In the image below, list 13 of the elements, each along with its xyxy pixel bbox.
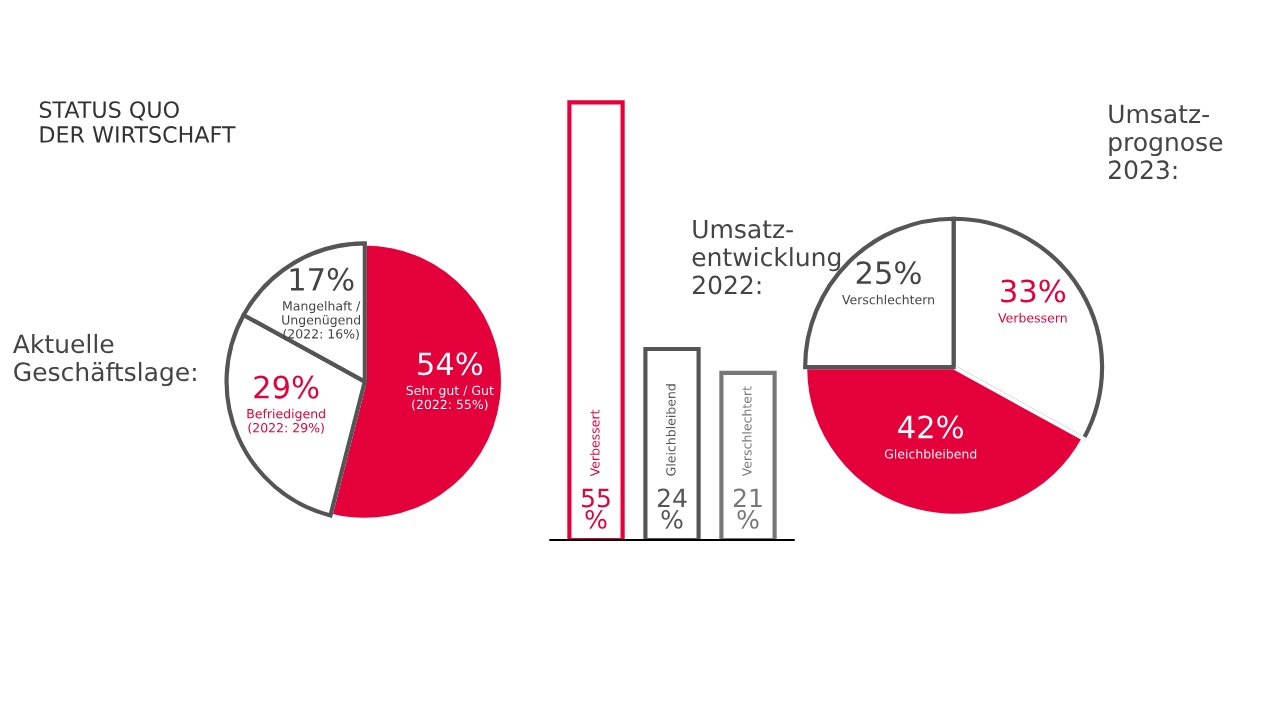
chart-title: STATUS QUO DER WIRTSCHAFT: [39, 101, 236, 143]
data-label: 54%: [418, 352, 483, 376]
data-label: 21 %: [733, 488, 762, 529]
data-label: 55 %: [582, 488, 610, 529]
data-label: 17%: [290, 267, 354, 291]
text: Umsatz- prognose 2023:: [1109, 104, 1223, 180]
data-label: 29%: [254, 375, 319, 399]
data-label: 24 %: [657, 488, 687, 529]
text: Umsatz- entwicklung 2022:: [692, 219, 841, 295]
data-label: 33%: [1001, 279, 1066, 303]
data-label: 42%: [898, 415, 963, 439]
text: Aktuelle Geschäftslage:: [13, 333, 196, 387]
data-label: 25%: [856, 261, 921, 285]
